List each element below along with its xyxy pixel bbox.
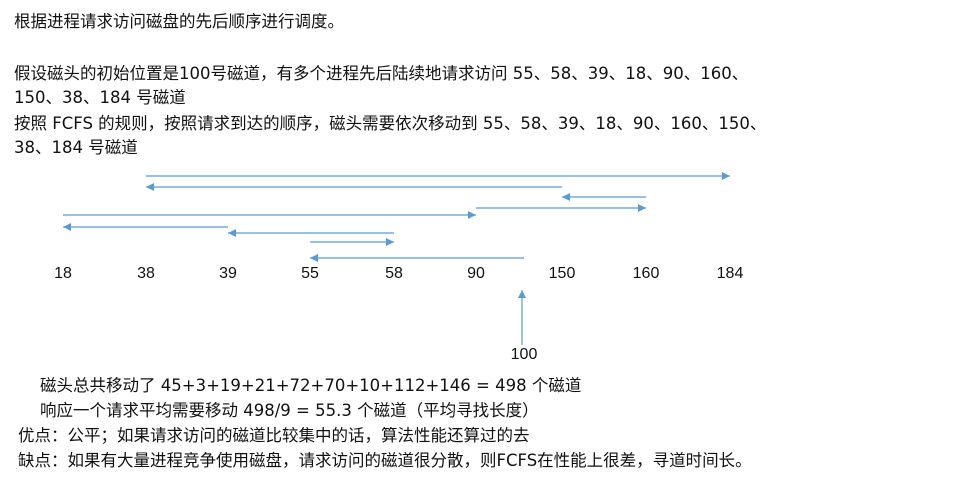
cons-text: 缺点：如果有大量进程竞争使用磁盘，请求访问的磁道很分散，则FCFS在性能上很差，… [18, 451, 752, 470]
track-label-38: 38 [137, 265, 155, 282]
rule-line-1: 按照 FCFS 的规则，按照请求到达的顺序，磁头需要依次移动到 55、58、39… [14, 114, 767, 133]
move-arrow-90-to-160-head [638, 204, 646, 212]
track-label-39: 39 [219, 265, 237, 282]
pros-text: 优点：公平；如果请求访问的磁道比较集中的话，算法性能还算过的去 [18, 426, 530, 445]
assumption-line-1: 假设磁头的初始位置是100号磁道，有多个进程先后陆续地请求访问 55、58、39… [14, 64, 749, 83]
move-arrow-160-to-150-head [562, 193, 570, 201]
move-arrow-58-to-39-head [228, 229, 236, 237]
track-label-18: 18 [54, 265, 72, 282]
average-text: 响应一个请求平均需要移动 498/9 = 55.3 个磁道（平均寻找长度） [40, 401, 539, 420]
move-arrow-100-to-55-head [310, 254, 318, 262]
intro-text: 根据进程请求访问磁盘的先后顺序进行调度。 [14, 12, 344, 31]
move-arrow-18-to-90-head [468, 211, 476, 219]
move-arrow-38-to-184-head [722, 172, 730, 180]
assumption-line-2: 150、38、184 号磁道 [14, 88, 186, 107]
track-label-58: 58 [385, 265, 403, 282]
start-track-label: 100 [510, 346, 538, 363]
track-label-55: 55 [301, 265, 319, 282]
move-arrow-39-to-18-head [63, 223, 71, 231]
total-movement-text: 磁头总共移动了 45+3+19+21+72+70+10+112+146 = 49… [40, 376, 582, 395]
track-label-150: 150 [548, 265, 576, 282]
track-label-184: 184 [716, 265, 744, 282]
track-label-160: 160 [632, 265, 660, 282]
track-label-90: 90 [467, 265, 485, 282]
move-arrow-55-to-58-head [386, 238, 394, 246]
rule-line-2: 38、184 号磁道 [14, 138, 138, 157]
move-arrow-150-to-38-head [146, 183, 154, 191]
start-arrow-head [518, 290, 526, 298]
